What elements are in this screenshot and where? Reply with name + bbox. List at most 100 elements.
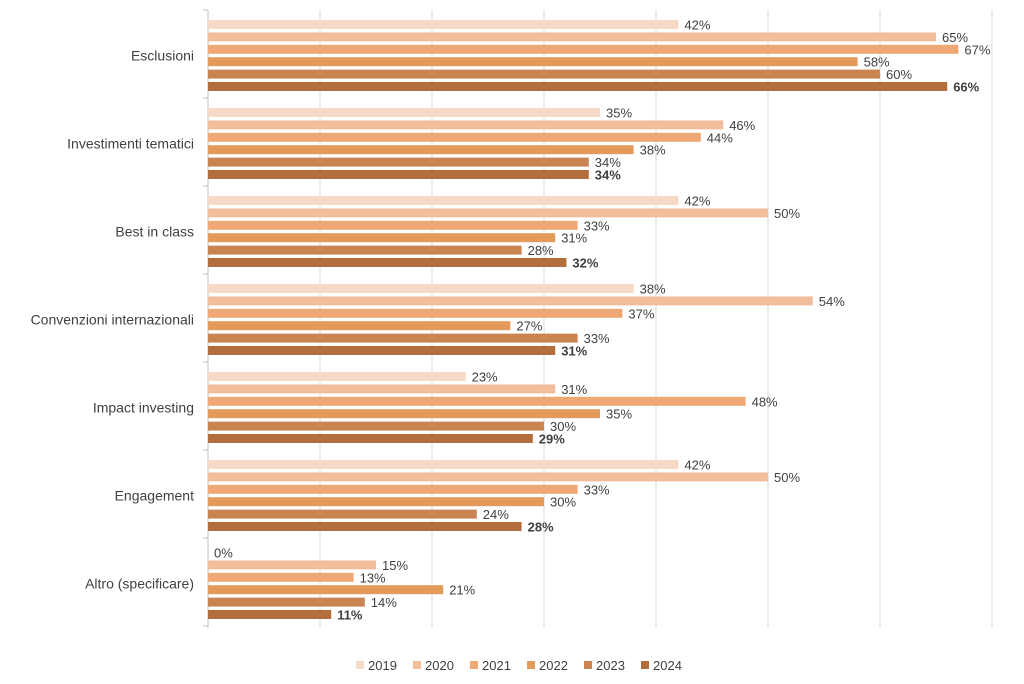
legend: 2019 2020 2021 2022 2023 2024 — [356, 658, 682, 673]
bar-2021 — [208, 44, 959, 54]
bar-2020 — [208, 472, 768, 482]
data-label: 28% — [528, 520, 554, 535]
category-label: Investimenti tematici — [67, 136, 194, 152]
bar-2023 — [208, 245, 522, 255]
data-label: 38% — [640, 143, 666, 158]
bar-2023 — [208, 597, 365, 607]
legend-label-2022: 2022 — [539, 658, 568, 673]
data-label: 34% — [595, 155, 621, 170]
legend-swatch-2020 — [413, 661, 421, 669]
data-label: 23% — [472, 370, 498, 385]
data-label: 33% — [584, 331, 610, 346]
bar-2024 — [208, 346, 556, 355]
data-label: 37% — [628, 306, 654, 321]
bar-2019 — [208, 284, 634, 293]
data-label: 42% — [684, 458, 710, 473]
data-label: 54% — [819, 294, 845, 309]
data-label: 50% — [774, 470, 800, 485]
legend-label-2023: 2023 — [596, 658, 625, 673]
category-label: Engagement — [115, 488, 195, 504]
bar-2020 — [208, 120, 724, 130]
bar-2020 — [208, 384, 556, 394]
data-label: 30% — [550, 495, 576, 510]
legend-swatch-2019 — [356, 661, 364, 669]
bar-2024 — [208, 522, 522, 531]
legend-label-2020: 2020 — [425, 658, 454, 673]
bar-2022 — [208, 321, 511, 331]
value-labels: 42% 65%67% 58%60% 66% 35% 46%44% 38% 34%34% 42% 5… — [214, 18, 991, 623]
bar-2021 — [208, 220, 578, 230]
bar-2024 — [208, 610, 332, 619]
gridlines — [319, 10, 993, 628]
bar-2020 — [208, 296, 813, 306]
data-label: 24% — [483, 507, 509, 522]
bar-2022 — [208, 585, 444, 595]
data-label: 44% — [707, 130, 733, 145]
data-label: 31% — [561, 344, 587, 359]
legend-swatch-2024 — [641, 661, 649, 669]
bar-2024 — [208, 170, 589, 179]
bar-2020 — [208, 208, 768, 218]
data-label: 50% — [774, 206, 800, 221]
bar-2024 — [208, 82, 948, 91]
data-label: 14% — [371, 595, 397, 610]
data-label: 66% — [953, 80, 979, 95]
data-label: 21% — [449, 583, 475, 598]
data-label: 67% — [964, 42, 990, 57]
bar-2021 — [208, 572, 354, 582]
bars-group — [208, 20, 959, 619]
bar-2022 — [208, 497, 544, 507]
data-label: 42% — [684, 194, 710, 209]
bar-2022 — [208, 409, 600, 419]
data-label: 32% — [572, 256, 598, 271]
data-label: 58% — [864, 55, 890, 70]
data-label: 38% — [640, 282, 666, 297]
data-label: 31% — [561, 382, 587, 397]
bar-2022 — [208, 233, 556, 243]
bar-2023 — [208, 69, 880, 79]
legend-label-2019: 2019 — [368, 658, 397, 673]
category-label: Altro (specificare) — [85, 576, 194, 592]
bar-2021 — [208, 308, 623, 318]
data-label: 65% — [942, 30, 968, 45]
category-label: Esclusioni — [131, 48, 194, 64]
legend-label-2021: 2021 — [482, 658, 511, 673]
bar-2019 — [208, 108, 600, 117]
bar-2023 — [208, 157, 589, 167]
data-label: 11% — [337, 608, 363, 623]
data-label: 34% — [595, 168, 621, 183]
bar-2019 — [208, 372, 466, 381]
category-label: Convenzioni internazionali — [31, 312, 194, 328]
data-label: 33% — [584, 482, 610, 497]
category-label: Best in class — [115, 224, 194, 240]
data-label: 35% — [606, 407, 632, 422]
data-label: 31% — [561, 231, 587, 246]
data-label: 46% — [729, 118, 755, 133]
category-label: Impact investing — [93, 400, 194, 416]
y-axis — [203, 9, 209, 628]
data-label: 48% — [752, 394, 778, 409]
data-label: 60% — [886, 67, 912, 82]
bar-2020 — [208, 32, 936, 42]
bar-2021 — [208, 132, 701, 142]
data-label: 15% — [382, 558, 408, 573]
data-label: 28% — [528, 243, 554, 258]
legend-swatch-2023 — [584, 661, 592, 669]
data-label: 0% — [214, 546, 233, 561]
data-label: 35% — [606, 106, 632, 121]
bar-2023 — [208, 421, 544, 431]
bar-2022 — [208, 57, 858, 67]
bar-2024 — [208, 434, 533, 443]
bar-2023 — [208, 509, 477, 519]
data-label: 42% — [684, 18, 710, 33]
data-label: 13% — [360, 570, 386, 585]
bar-2019 — [208, 460, 679, 469]
data-label: 30% — [550, 419, 576, 434]
bar-2021 — [208, 484, 578, 494]
data-label: 29% — [539, 432, 565, 447]
data-label: 33% — [584, 218, 610, 233]
bar-2020 — [208, 560, 376, 570]
legend-swatch-2022 — [527, 661, 535, 669]
bar-2024 — [208, 258, 567, 267]
